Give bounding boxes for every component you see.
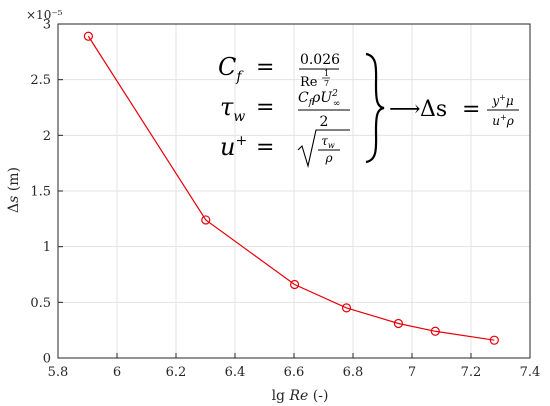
y-tick-label: 0 (43, 352, 51, 367)
x-axis-ticks: 5.8 6 6.2 6.4 6.6 6.8 7 7.2 7.4 (48, 353, 541, 380)
eq-result-numerator: y+μ (491, 93, 513, 108)
eq-u-lhs: u+ (220, 133, 247, 161)
data-point (341, 303, 352, 313)
x-tick-label: 5.8 (48, 365, 69, 380)
eq-tau-equals: = (256, 95, 274, 120)
eq-result-lhs: Δs (420, 97, 447, 122)
x-tick-label: 6.2 (166, 365, 187, 380)
x-tick-label: 7.4 (520, 365, 541, 380)
y-tick-label: 0.5 (30, 296, 51, 311)
eq-u-equals: = (256, 135, 274, 160)
data-point (393, 318, 404, 329)
eq-u-rad-denominator: ρ (324, 151, 332, 165)
eq-cf-denominator: Re (300, 75, 318, 90)
eq-result-denominator: u+ρ (492, 113, 514, 128)
y-tick-label: 2 (43, 129, 51, 144)
data-point (489, 335, 499, 345)
data-point (83, 31, 93, 41)
data-point (430, 326, 440, 336)
y-tick-label: 2.5 (30, 73, 51, 88)
eq-cf-equals: = (256, 55, 274, 80)
x-tick-label: 6.8 (343, 365, 364, 380)
y-exponent-label: ×10⁻⁵ (26, 8, 63, 22)
eq-cf-numerator: 0.026 (300, 52, 340, 68)
series-line (83, 31, 499, 345)
eq-u-rad-numerator: τw (321, 134, 335, 150)
y-tick-label: 1.5 (30, 185, 51, 200)
y-tick-label: 1 (43, 240, 51, 255)
eq-cf-exp-num: 1 (324, 69, 329, 78)
data-point (289, 279, 300, 290)
data-point (201, 215, 211, 225)
eq-result-arrow: ⟶ (389, 97, 421, 122)
x-tick-label: 6 (113, 365, 121, 380)
y-axis-title: Δs (m) (6, 167, 22, 213)
eq-tau-numerator: CfρU2 ∞ (298, 89, 340, 109)
eq-cf-exp-den: 7 (324, 79, 329, 88)
eq-tau-lhs: τw (220, 93, 245, 125)
grid (57, 23, 531, 359)
eq-u-radical (297, 129, 350, 169)
eq-result-equals: = (462, 97, 480, 122)
x-tick-label: 6.4 (225, 365, 246, 380)
eq-cf-lhs: Cf (218, 53, 244, 85)
x-axis-title: lg Re (-) (272, 388, 329, 404)
equation-annotation: Cf = 0.026 Re 1 7 τw = CfρU2 ∞ 2 u+ = τw … (218, 52, 519, 169)
x-tick-label: 7 (408, 365, 416, 380)
eq-right-brace (365, 52, 385, 164)
x-tick-label: 7.2 (461, 365, 482, 380)
y-axis-ticks: 0 0.5 1 1.5 2 2.5 3 (30, 18, 63, 367)
eq-tau-denominator: 2 (320, 114, 329, 130)
x-tick-label: 6.6 (284, 365, 305, 380)
y-tick-label: 3 (43, 18, 51, 33)
series-polyline (87, 35, 495, 341)
